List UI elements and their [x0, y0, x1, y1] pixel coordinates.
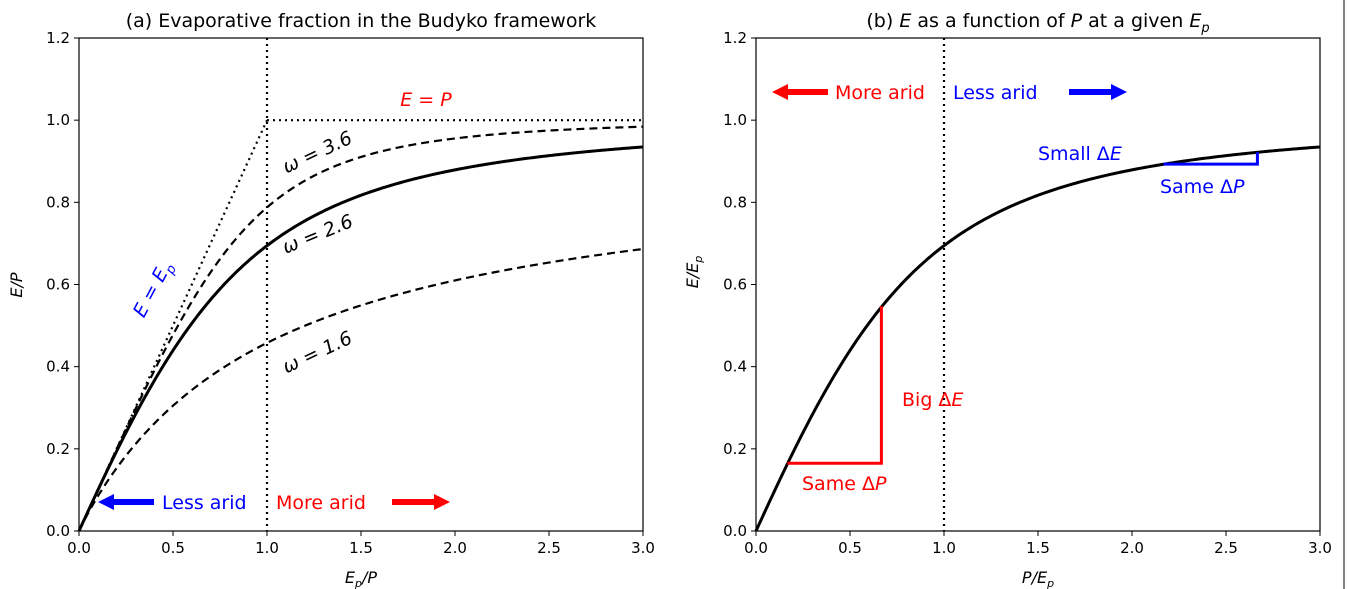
more-arid-arrow-icon: [392, 494, 450, 510]
anno-a-more-arid: More arid: [276, 492, 366, 514]
anno-big-de: Big ΔE: [902, 389, 963, 411]
x-tick-label: 1.0: [255, 539, 279, 557]
anno-e-eq-ep: E = Ep: [129, 257, 180, 322]
series-line: [77, 145, 644, 532]
anno-a-less-arid: Less arid: [162, 492, 247, 514]
b-more-arid-arrow-icon: [772, 84, 828, 100]
series-line: [78, 247, 644, 532]
y-tick-label: 1.0: [46, 111, 70, 129]
anno-omega-16: ω = 1.6: [279, 327, 355, 378]
y-tick-label: 0.6: [723, 276, 747, 294]
anno-omega-36: ω = 3.6: [279, 127, 355, 178]
panel-b-y-ticks: 0.0 0.2 0.4 0.6 0.8 1.0 1.2: [723, 29, 756, 540]
panel-b: (b) E as a function of P at a given Ep 0…: [683, 10, 1332, 589]
anno-small-de: Small ΔE: [1038, 143, 1122, 165]
y-tick-label: 0.8: [46, 193, 70, 211]
panel-a-x-label: Ep/P: [345, 568, 377, 589]
y-tick-label: 1.2: [723, 29, 747, 47]
anno-b-less-arid: Less arid: [953, 82, 1038, 104]
panel-a-y-ticks: 0.0 0.2 0.4 0.6 0.8 1.0 1.2: [46, 29, 79, 540]
panel-a: (a) Evaporative fraction in the Budyko f…: [7, 10, 655, 589]
y-tick-label: 0.2: [46, 440, 70, 458]
series-line: [754, 145, 1321, 532]
panel-b-x-label: P/Ep: [1022, 568, 1054, 589]
x-tick-label: 0.0: [67, 539, 91, 557]
y-tick-label: 0.0: [723, 522, 747, 540]
x-tick-label: 2.0: [443, 539, 467, 557]
panel-b-title: (b) E as a function of P at a given Ep: [866, 10, 1209, 36]
y-tick-label: 0.4: [46, 358, 70, 376]
panel-b-y-label: E/Ep: [683, 256, 705, 289]
series-line: [77, 119, 269, 532]
series-line: [77, 125, 644, 532]
x-tick-label: 3.0: [1308, 539, 1332, 557]
x-tick-label: 1.5: [349, 539, 373, 557]
x-tick-label: 1.5: [1026, 539, 1050, 557]
x-tick-label: 2.5: [537, 539, 561, 557]
y-tick-label: 0.6: [46, 276, 70, 294]
anno-e-eq-p: E = P: [400, 89, 452, 111]
anno-b-more-arid: More arid: [835, 82, 925, 104]
y-tick-label: 0.4: [723, 358, 747, 376]
x-tick-label: 0.5: [161, 539, 185, 557]
y-tick-label: 1.0: [723, 111, 747, 129]
big-delta-step: [787, 306, 883, 465]
x-tick-label: 2.0: [1120, 539, 1144, 557]
y-tick-label: 0.2: [723, 440, 747, 458]
panel-a-title: (a) Evaporative fraction in the Budyko f…: [126, 10, 597, 32]
x-tick-label: 0.0: [744, 539, 768, 557]
panel-a-y-label: E/P: [7, 272, 26, 298]
panel-b-plot-area: [754, 38, 1321, 532]
x-tick-label: 1.0: [932, 539, 956, 557]
y-tick-label: 0.8: [723, 193, 747, 211]
y-tick-label: 0.0: [46, 522, 70, 540]
anno-same-dp-bottom: Same ΔP: [802, 473, 887, 495]
b-less-arid-arrow-icon: [1069, 84, 1127, 100]
x-tick-label: 0.5: [838, 539, 862, 557]
small-delta-step: [1163, 152, 1259, 166]
x-tick-label: 2.5: [1214, 539, 1238, 557]
panel-a-plot-area: [77, 38, 644, 532]
panel-a-x-ticks: 0.0 0.5 1.0 1.5 2.0 2.5 3.0: [67, 531, 655, 557]
y-tick-label: 1.2: [46, 29, 70, 47]
x-tick-label: 3.0: [631, 539, 655, 557]
panel-b-x-ticks: 0.0 0.5 1.0 1.5 2.0 2.5 3.0: [744, 531, 1332, 557]
anno-same-dp-top: Same ΔP: [1160, 176, 1245, 198]
less-arid-arrow-icon: [98, 494, 154, 510]
panel-b-frame: [755, 37, 1321, 532]
anno-omega-26: ω = 2.6: [279, 210, 356, 258]
